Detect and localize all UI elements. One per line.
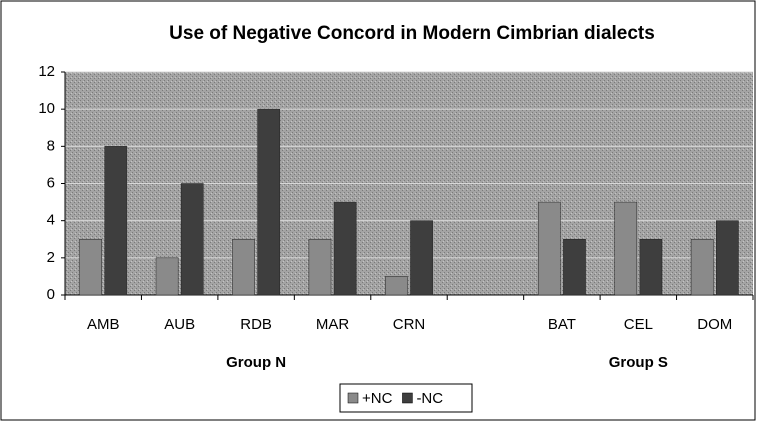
y-tick-label: 2	[47, 249, 55, 266]
bar	[232, 239, 255, 296]
x-tick-label: AMB	[87, 316, 120, 333]
bar	[180, 183, 204, 296]
bar	[104, 146, 128, 296]
x-tick-label: RDB	[240, 316, 272, 333]
y-tick-label: 4	[47, 212, 55, 229]
bar	[333, 201, 357, 296]
bar	[257, 108, 281, 296]
x-tick-label: CRN	[393, 316, 426, 333]
y-tick-label: 10	[38, 100, 55, 117]
legend-swatch	[402, 392, 413, 404]
x-tick-label: DOM	[697, 316, 732, 333]
bar	[537, 201, 561, 296]
y-tick-label: 0	[47, 286, 55, 303]
bar	[690, 239, 714, 296]
bar	[639, 239, 663, 296]
group-label: Group N	[226, 354, 286, 371]
bar	[563, 239, 586, 296]
y-tick-label: 12	[38, 63, 55, 80]
bar	[385, 276, 408, 296]
x-tick-label: MAR	[316, 316, 350, 333]
chart-title: Use of Negative Concord in Modern Cimbri…	[169, 23, 655, 44]
x-tick-label: AUB	[164, 316, 195, 333]
y-tick-label: 6	[47, 174, 55, 191]
group-label: Group S	[609, 354, 668, 371]
legend-label: +NC	[362, 390, 393, 407]
legend-swatch	[347, 392, 359, 404]
legend-label: -NC	[416, 390, 443, 407]
x-tick-label: BAT	[548, 316, 576, 333]
bar	[155, 257, 179, 296]
y-tick-label: 8	[47, 137, 55, 154]
bar	[614, 201, 638, 296]
bar	[410, 220, 433, 296]
x-tick-label: CEL	[624, 316, 653, 333]
bar	[79, 239, 102, 296]
bar	[308, 239, 332, 296]
bar	[716, 220, 739, 296]
